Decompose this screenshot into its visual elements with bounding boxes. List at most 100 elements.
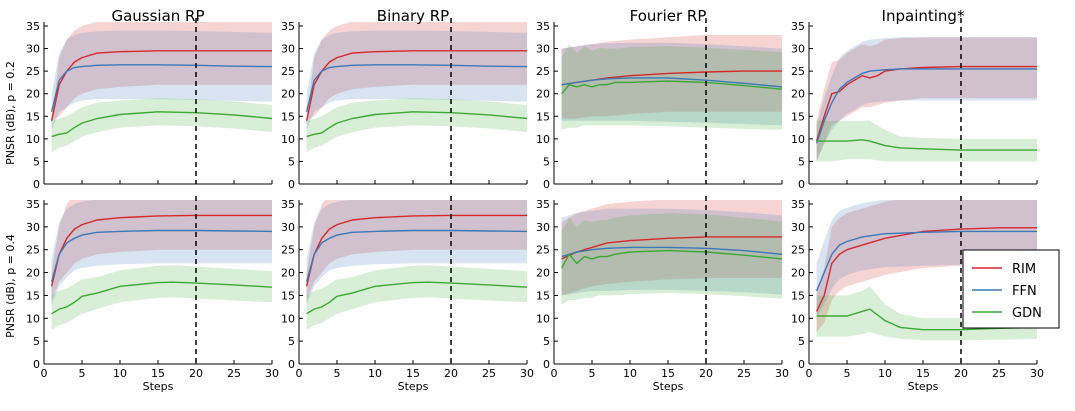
panel-r0c3-ytick-label-5: 5	[798, 155, 805, 168]
panel-r0c0-plot-area	[50, 22, 272, 153]
panel-r1c0-line-ffn	[50, 229, 272, 282]
panel-r0c2-ytick-label-35: 35	[536, 20, 550, 33]
panel-r1c1-line-rim	[305, 214, 527, 287]
row-labels: PNSR (dB), p = 0.2 PNSR (dB), p = 0.4	[4, 61, 17, 338]
panel-r1c1-xtick-label-10: 10	[368, 367, 382, 380]
panel-r0c2-ytick-label-10: 10	[536, 133, 550, 146]
panel-r1c1: 0 5 10 15 20 25 30 35 0 5 10 15 20 25 30 Steps	[281, 196, 534, 393]
panel-r1c1-band-rim	[306, 200, 527, 300]
panel-r1c1-ytick-label-25: 25	[281, 244, 295, 257]
panel-r0c3-ytick-label-25: 25	[791, 65, 805, 78]
panel-r1c0-xtick-label-20: 20	[189, 367, 203, 380]
row-label-p02: PNSR (dB), p = 0.2	[4, 61, 17, 165]
panel-r1c0-plot-area	[50, 200, 272, 330]
panel-r1c3-band-rim	[816, 200, 1037, 332]
panel-r1c2: 0 5 10 15 20 25 30 35 0 5 10 15 20 25 30 Steps	[536, 196, 789, 393]
panel-r1c1-ytick-label-15: 15	[281, 289, 295, 302]
panel-r1c1-band-gdn	[306, 265, 527, 330]
panel-r0c2-title: Fourier RP	[630, 7, 707, 25]
panel-r1c2-xtick-label-20: 20	[699, 367, 713, 380]
panel-r0c0-line-ffn	[50, 64, 272, 112]
panel-r0c2-ytick-label-0: 0	[543, 178, 550, 191]
panel-r1c3-xlabel: Steps	[908, 380, 939, 393]
panel-r1c3-line-gdn	[816, 308, 1037, 331]
panel-r0c0-ytick-label-30: 30	[26, 43, 40, 56]
panel-r0c2-ytick-label-15: 15	[536, 110, 550, 123]
legend[interactable]: RIM FFN GDN	[962, 249, 1060, 329]
panel-r0c0-title: Gaussian RP	[111, 7, 204, 25]
panel-r0c1-ytick-label-20: 20	[281, 88, 295, 101]
panel-r1c1-xlabel: Steps	[398, 380, 429, 393]
panel-r1c3-xtick-label-0: 0	[806, 367, 813, 380]
panel-r1c3-xtick-label-30: 30	[1030, 367, 1044, 380]
panel-r0c0-ytick-label-5: 5	[33, 155, 40, 168]
panel-r1c1-xtick-label-25: 25	[482, 367, 496, 380]
panel-r1c1-line-ffn	[305, 229, 527, 282]
panel-r1c0-ytick-label-5: 5	[33, 335, 40, 348]
panel-r1c2-xtick-label-15: 15	[661, 367, 675, 380]
panel-r1c0-ytick-label-10: 10	[26, 312, 40, 325]
panel-r0c0-ytick-label-20: 20	[26, 88, 40, 101]
panel-r0c1-ytick-label-5: 5	[288, 155, 295, 168]
panel-r1c0-ytick-label-0: 0	[33, 358, 40, 371]
panel-r0c1-ytick-label-25: 25	[281, 65, 295, 78]
panel-r1c0-xtick-label-5: 5	[79, 367, 86, 380]
panel-r0c2-ytick-label-30: 30	[536, 43, 550, 56]
panel-r1c2-xtick-label-10: 10	[623, 367, 637, 380]
panel-r1c0-band-gdn	[51, 265, 272, 330]
panel-r1c1-xtick-label-15: 15	[406, 367, 420, 380]
panel-r1c0-xlabel: Steps	[143, 380, 174, 393]
panel-r0c3: 0 5 10 15 20 25 30 35 Inpainting*	[791, 7, 1038, 191]
panel-r1c0-ytick-label-15: 15	[26, 289, 40, 302]
panel-r0c2-line-ffn	[561, 77, 782, 88]
legend-box	[962, 249, 1060, 329]
panel-r1c2-plot-area	[560, 200, 782, 305]
panel-r0c0-ytick-label-35: 35	[26, 20, 40, 33]
panel-r0c0-band-ffn	[51, 30, 272, 130]
panel-r1c3-band-ffn	[816, 200, 1037, 319]
panel-r1c0-ytick-label-25: 25	[26, 244, 40, 257]
legend-label-gdn: GDN	[1012, 306, 1042, 321]
panel-r1c2-ytick-label-25: 25	[536, 244, 550, 257]
panel-r1c3-xtick-label-5: 5	[844, 367, 851, 380]
panel-r0c1-plot-area	[305, 22, 527, 153]
panel-r0c0-ytick-label-25: 25	[26, 65, 40, 78]
panel-r0c0-band-gdn	[51, 98, 272, 153]
panel-r1c3-xtick-label-20: 20	[954, 367, 968, 380]
legend-label-rim: RIM	[1012, 262, 1036, 277]
panel-r1c3-ytick-label-35: 35	[791, 198, 805, 211]
panel-r1c2-band-ffn	[561, 208, 782, 296]
panel-r1c3-ytick-label-10: 10	[791, 312, 805, 325]
panel-r1c0-xtick-label-25: 25	[227, 367, 241, 380]
panel-r1c0-xtick-label-15: 15	[151, 367, 165, 380]
panel-r0c1-band-rim	[306, 22, 527, 121]
panel-r1c2-xlabel: Steps	[653, 380, 684, 393]
panel-r1c1-ytick-label-10: 10	[281, 312, 295, 325]
panel-r1c2-ytick-label-30: 30	[536, 221, 550, 234]
panel-r0c3-title: Inpainting*	[882, 7, 965, 25]
panel-r0c1-title: Binary RP	[377, 7, 449, 25]
panel-r1c2-ytick-label-20: 20	[536, 267, 550, 280]
panel-r1c0-xtick-label-10: 10	[113, 367, 127, 380]
panel-r1c1-ytick-label-30: 30	[281, 221, 295, 234]
panel-r0c0-ytick-label-10: 10	[26, 133, 40, 146]
panel-r1c1-ytick-label-20: 20	[281, 267, 295, 280]
legend-label-ffn: FFN	[1012, 284, 1037, 299]
panel-r0c1-band-ffn	[306, 30, 527, 130]
panel-r1c2-xtick-label-0: 0	[551, 367, 558, 380]
panel-r1c3-ytick-label-5: 5	[798, 335, 805, 348]
panel-r0c2-band-ffn	[561, 42, 782, 126]
panel-r0c0-line-rim	[50, 50, 272, 121]
panels: 0 5 10 15 20 25 30 35 Gaussian RP 0 5 10 15 20 25 30 35 B…	[26, 7, 1044, 393]
panel-r1c3-ytick-label-30: 30	[791, 221, 805, 234]
panel-r0c3-band-gdn	[816, 120, 1037, 162]
panel-r0c3-line-rim	[815, 65, 1037, 142]
panel-r1c0: 0 5 10 15 20 25 30 35 0 5 10 15 20 25 30 Steps	[26, 196, 279, 393]
panel-r1c3-ytick-label-0: 0	[798, 358, 805, 371]
panel-r0c1-ytick-label-30: 30	[281, 43, 295, 56]
panel-r1c3-xtick-label-10: 10	[878, 367, 892, 380]
panel-r0c1-line-rim	[305, 50, 527, 121]
panel-r0c3-ytick-label-20: 20	[791, 88, 805, 101]
panel-r0c0-band-rim	[51, 22, 272, 121]
